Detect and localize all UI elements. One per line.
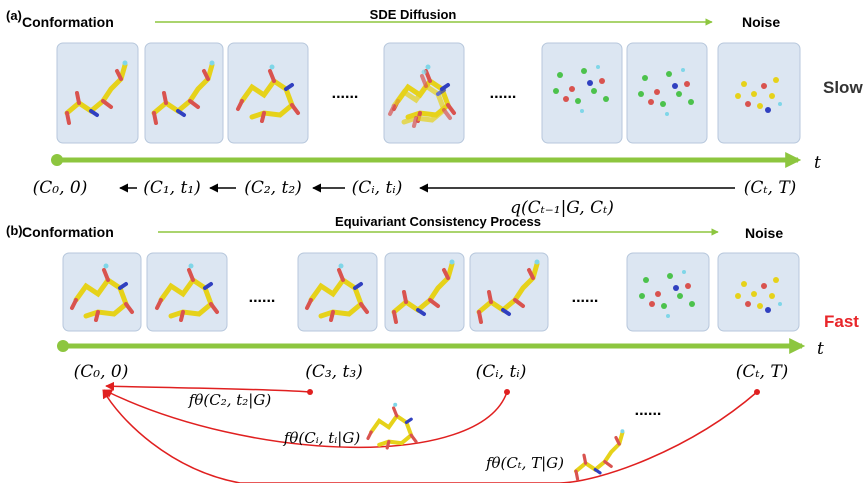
conf-box [144, 42, 224, 144]
panel-a-ellipsis-2: ...... [490, 85, 517, 102]
map-arrow-ct [102, 389, 758, 483]
consistency-maps [102, 381, 760, 483]
map-label-ct: fθ(Cₜ, T|G) [485, 454, 564, 472]
conf-box [626, 42, 708, 144]
panel-b-ellipsis-1: ...... [249, 289, 276, 306]
map-label-ci: fθ(Cᵢ, tᵢ|G) [283, 429, 361, 447]
panel-a-state-c1: (C₁, t₁) [143, 178, 201, 198]
conf-box [541, 42, 623, 144]
conf-box [56, 42, 139, 144]
panel-b-ellipsis-3: ...... [635, 402, 662, 419]
panel-a-label: (a) [6, 8, 22, 23]
conf-box [626, 252, 710, 332]
conf-box [717, 42, 801, 144]
panel-a-state-c0: (C₀, 0) [33, 178, 88, 198]
conf-box [717, 252, 800, 332]
panel-b-state-ct: (Cₜ, T) [736, 362, 789, 382]
panel-b-process-label: Equivariant Consistency Process [335, 214, 541, 229]
panel-b-ellipsis-2: ...... [572, 289, 599, 306]
panel-b-state-c0: (C₀, 0) [74, 362, 129, 382]
panel-a-state-ci: (Cᵢ, tᵢ) [352, 178, 403, 198]
panel-b-label: (b) [6, 223, 23, 238]
map-label-c2: fθ(C₂, t₂|G) [188, 391, 272, 409]
panel-b-start-label: Conformation [22, 224, 114, 240]
panel-a-axis-label: t [814, 153, 821, 173]
panel-a-time-axis [51, 151, 802, 169]
panel-b-end-label: Noise [745, 225, 783, 241]
panel-b-speed-label: Fast [824, 312, 859, 331]
panel-a-speed-label: Slow [823, 78, 863, 97]
panel-a-state-c2: (C₂, t₂) [244, 178, 302, 198]
panel-a-ellipsis-1: ...... [332, 85, 359, 102]
map-arrow-ci [103, 389, 508, 448]
panel-b-state-c3: (C₃, t₃) [305, 362, 363, 382]
map-arrow-c3 [105, 381, 311, 393]
panel-b-axis-label: t [817, 339, 824, 359]
panel-b-conformations [62, 252, 800, 332]
predicted-molecule-1 [368, 403, 416, 448]
panel-a-transition-label: q(Cₜ₋₁|G, Cₜ) [510, 198, 614, 218]
panel-a-state-ct: (Cₜ, T) [744, 178, 797, 198]
panel-a-end-label: Noise [742, 14, 780, 30]
predicted-molecule-2 [576, 429, 624, 479]
panel-a-process-label: SDE Diffusion [370, 7, 457, 22]
panel-a-start-label: Conformation [22, 14, 114, 30]
panel-b-time-axis [57, 337, 806, 355]
panel-b-state-ci: (Cᵢ, tᵢ) [476, 362, 527, 382]
panel-a-conformations [56, 42, 801, 144]
